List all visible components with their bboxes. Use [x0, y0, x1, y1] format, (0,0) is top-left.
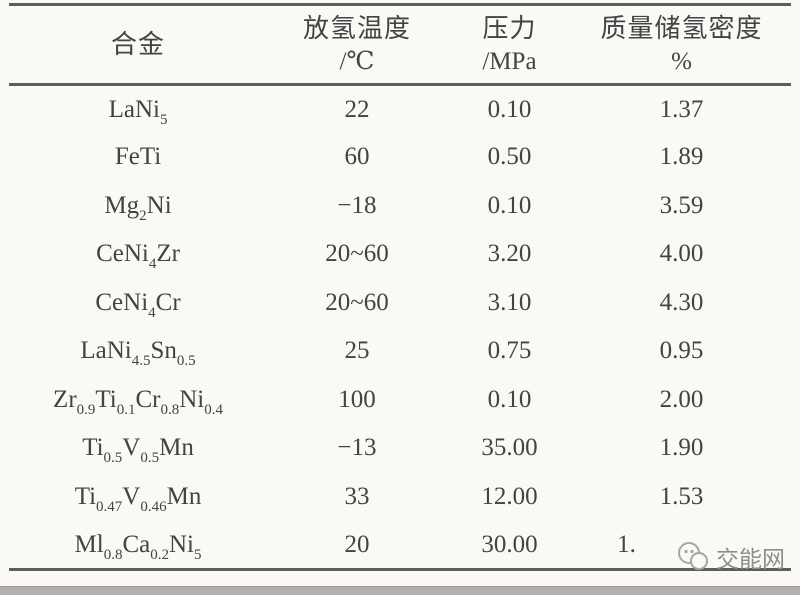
temperature-cell: 60 — [344, 143, 370, 171]
alloy-cell: Zr0.9Ti0.1Cr0.8Ni0.4 — [53, 385, 223, 418]
header-density: 质量储氢密度 % — [572, 5, 791, 85]
pressure-cell: 0.50 — [487, 143, 532, 171]
density-cell: 1. — [617, 530, 636, 558]
bottom-gray-bar — [0, 586, 800, 595]
alloy-cell: LaNi5 — [108, 95, 168, 128]
pressure-cell: 0.10 — [487, 385, 532, 413]
table-row: Zr0.9Ti0.1Cr0.8Ni0.4 100 0.10 2.00 — [9, 376, 791, 425]
header-temperature-unit: /℃ — [339, 47, 375, 75]
pressure-cell: 3.20 — [487, 240, 532, 268]
temperature-cell: 20 — [344, 530, 370, 558]
pressure-cell: 3.10 — [487, 288, 532, 316]
watermark-text: 交能网 — [716, 546, 785, 572]
temperature-cell: 22 — [344, 95, 370, 123]
density-cell: 0.95 — [659, 337, 704, 365]
table-row: Ti0.47V0.46Mn 33 12.00 1.53 — [9, 473, 791, 522]
density-cell: 1.37 — [659, 95, 704, 123]
pressure-cell: 30.00 — [481, 530, 538, 558]
alloy-cell: CeNi4Cr — [95, 288, 181, 321]
density-cell: 3.59 — [659, 191, 704, 219]
table-row: LaNi5 22 0.10 1.37 — [9, 85, 791, 134]
alloy-cell: Ti0.47V0.46Mn — [74, 482, 202, 515]
header-pressure: 压力 /MPa — [447, 5, 572, 85]
header-pressure-unit: /MPa — [482, 47, 537, 75]
table-row: Ti0.5V0.5Mn −13 35.00 1.90 — [9, 424, 791, 473]
density-cell: 4.30 — [659, 288, 704, 316]
density-cell: 2.00 — [659, 385, 704, 413]
pressure-cell: 0.10 — [487, 95, 532, 123]
header-row: 合金 放氢温度 /℃ 压力 /MPa 质量储氢密度 % — [9, 5, 791, 85]
alloy-cell: Mg2Ni — [104, 191, 172, 224]
density-cell: 1.90 — [659, 434, 704, 462]
alloy-cell: CeNi4Zr — [96, 240, 180, 273]
pressure-cell: 0.75 — [487, 337, 532, 365]
header-alloy-label: 合金 — [111, 29, 166, 59]
table-row: CeNi4Cr 20~60 3.10 4.30 — [9, 279, 791, 328]
table-row: FeTi 60 0.50 1.89 — [9, 133, 791, 182]
table-row: LaNi4.5Sn0.5 25 0.75 0.95 — [9, 327, 791, 376]
table-row: Ml0.8Ca0.2Ni5 20 30.00 1. — [9, 521, 791, 570]
temperature-cell: 25 — [344, 337, 370, 365]
temperature-cell: −18 — [337, 191, 377, 219]
header-pressure-label: 压力 — [482, 13, 537, 43]
alloy-cell: FeTi — [114, 143, 162, 171]
pressure-cell: 0.10 — [487, 191, 532, 219]
table-row: Mg2Ni −18 0.10 3.59 — [9, 182, 791, 231]
pressure-cell: 35.00 — [481, 434, 538, 462]
table-header: 合金 放氢温度 /℃ 压力 /MPa 质量储氢密度 % — [9, 5, 791, 85]
temperature-cell: 100 — [338, 385, 376, 413]
jiaonengwang-logo-icon — [678, 542, 708, 570]
alloy-cell: Ml0.8Ca0.2Ni5 — [74, 530, 202, 563]
table-body: LaNi5 22 0.10 1.37 FeTi 60 0.50 1.89 Mg2Ni −18 0.1… — [9, 85, 791, 570]
density-cell: 1.53 — [659, 482, 704, 510]
density-cell: 1.89 — [659, 143, 704, 171]
alloy-properties-table: 合金 放氢温度 /℃ 压力 /MPa 质量储氢密度 % LaNi5 22 0.10 1… — [9, 3, 791, 571]
temperature-cell: 20~60 — [325, 240, 389, 268]
header-density-label: 质量储氢密度 — [600, 13, 763, 43]
pressure-cell: 12.00 — [481, 482, 538, 510]
watermark: 交能网 — [676, 540, 785, 574]
temperature-cell: 20~60 — [325, 288, 389, 316]
header-density-unit: % — [671, 47, 692, 75]
alloy-cell: Ti0.5V0.5Mn — [82, 434, 194, 467]
alloy-cell: LaNi4.5Sn0.5 — [80, 337, 196, 370]
header-alloy: 合金 — [9, 5, 267, 85]
header-temperature-label: 放氢温度 — [302, 13, 411, 43]
temperature-cell: −13 — [337, 434, 377, 462]
temperature-cell: 33 — [344, 482, 370, 510]
density-cell: 4.00 — [659, 240, 704, 268]
table-row: CeNi4Zr 20~60 3.20 4.00 — [9, 230, 791, 279]
header-temperature: 放氢温度 /℃ — [267, 5, 447, 85]
